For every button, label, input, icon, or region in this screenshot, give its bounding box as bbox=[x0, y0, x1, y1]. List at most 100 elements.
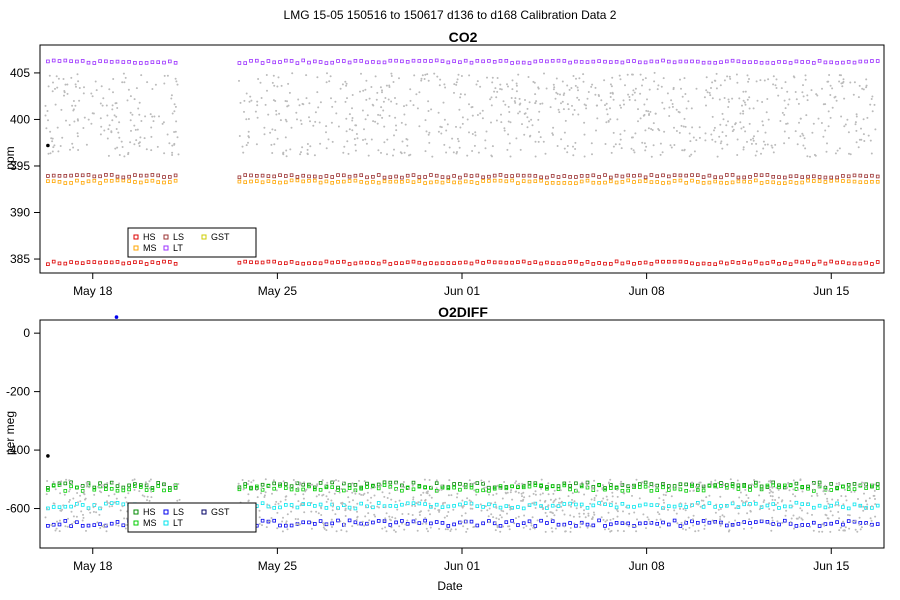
o2diff-point-ambient bbox=[275, 489, 278, 492]
co2-point-ls bbox=[504, 174, 509, 178]
co2-point-lt bbox=[504, 59, 509, 63]
o2diff-point-hs bbox=[347, 483, 352, 487]
o2diff-point-ambient bbox=[725, 504, 727, 507]
co2-point-ambient bbox=[286, 100, 288, 103]
o2diff-point-ambient bbox=[616, 515, 619, 518]
co2-point-ambient bbox=[406, 144, 409, 147]
co2-point-ambient bbox=[54, 103, 57, 106]
o2diff-point-ambient bbox=[385, 530, 388, 533]
o2diff-point-ms bbox=[550, 484, 555, 489]
o2diff-point-ambient bbox=[603, 502, 606, 505]
co2-point-hs bbox=[57, 261, 62, 266]
o2diff-point-ambient bbox=[696, 489, 699, 491]
o2diff-point-ms bbox=[852, 487, 857, 491]
co2-point-ls bbox=[272, 174, 276, 179]
o2diff-point-hs bbox=[759, 484, 764, 489]
o2diff-point-ambient bbox=[842, 503, 845, 506]
co2-point-lt bbox=[115, 59, 120, 64]
co2-point-ambient bbox=[746, 98, 749, 101]
o2diff-point-ls bbox=[556, 522, 561, 527]
co2-point-ambient bbox=[869, 103, 872, 106]
co2-point-ls bbox=[283, 174, 288, 178]
co2-y-tick-label: 390 bbox=[10, 206, 30, 220]
co2-point-ambient bbox=[821, 87, 823, 90]
co2-point-ambient bbox=[61, 136, 64, 139]
o2diff-point-ambient bbox=[740, 499, 743, 502]
o2diff-point-ambient bbox=[115, 497, 118, 500]
co2-point-ls bbox=[817, 175, 822, 179]
co2-point-ambient bbox=[386, 138, 389, 141]
o2diff-point-ls bbox=[539, 518, 543, 523]
o2diff-point-ms bbox=[150, 488, 155, 492]
o2diff-point-ls bbox=[655, 522, 659, 526]
co2-point-ambient bbox=[555, 91, 558, 94]
co2-point-ambient bbox=[239, 101, 242, 104]
o2diff-point-ms bbox=[504, 486, 509, 491]
co2-point-ambient bbox=[57, 77, 60, 80]
co2-point-ambient bbox=[683, 77, 686, 80]
co2-point-ms bbox=[730, 180, 735, 185]
o2diff-point-ms bbox=[806, 486, 810, 491]
o2diff-point-ambient bbox=[540, 487, 543, 490]
co2-point-ambient bbox=[106, 114, 109, 117]
co2-point-ambient bbox=[139, 136, 142, 139]
co2-point-ambient bbox=[816, 94, 819, 97]
co2-point-ambient bbox=[348, 113, 351, 116]
co2-point-ambient bbox=[107, 128, 110, 131]
co2-point-ambient bbox=[576, 86, 579, 89]
o2diff-point-ms bbox=[458, 487, 462, 492]
o2diff-point-ambient bbox=[768, 491, 771, 494]
co2-point-ambient bbox=[370, 86, 373, 88]
o2diff-point-ambient bbox=[665, 491, 668, 494]
co2-point-ambient bbox=[518, 110, 521, 113]
o2diff-point-ambient bbox=[70, 510, 73, 513]
co2-point-ambient bbox=[616, 118, 619, 121]
co2-point-ambient bbox=[594, 93, 597, 96]
o2diff-point-ambient bbox=[579, 483, 582, 486]
co2-point-ambient bbox=[377, 113, 380, 116]
o2diff-point-ambient bbox=[787, 481, 790, 484]
o2diff-point-ambient bbox=[360, 493, 363, 496]
co2-point-hs bbox=[638, 261, 642, 265]
co2-point-hs bbox=[144, 262, 149, 266]
o2diff-point-ambient bbox=[394, 530, 397, 533]
co2-point-ambient bbox=[689, 140, 692, 143]
co2-point-ambient bbox=[284, 100, 287, 102]
co2-point-ambient bbox=[746, 74, 749, 77]
co2-point-ambient bbox=[715, 87, 718, 90]
o2diff-point-ls bbox=[394, 520, 398, 525]
co2-point-ambient bbox=[838, 147, 841, 150]
o2diff-point-ms bbox=[452, 485, 456, 490]
o2diff-point-ambient bbox=[423, 478, 426, 481]
o2diff-point-hs bbox=[643, 480, 648, 485]
o2diff-point-ambient bbox=[498, 487, 501, 490]
o2diff-point-ambient bbox=[606, 498, 609, 501]
co2-point-ambient bbox=[248, 136, 250, 139]
o2diff-point-ambient bbox=[670, 495, 673, 498]
o2diff-point-ambient bbox=[462, 485, 465, 488]
o2diff-point-ambient bbox=[178, 498, 181, 501]
co2-point-ms bbox=[452, 180, 456, 185]
o2diff-point-hs bbox=[794, 481, 799, 486]
co2-point-lt bbox=[510, 61, 514, 65]
co2-point-ambient bbox=[99, 102, 102, 105]
o2diff-point-ambient bbox=[854, 528, 857, 531]
co2-point-hs bbox=[272, 259, 276, 264]
co2-point-lt bbox=[434, 58, 439, 63]
o2diff-point-ambient bbox=[533, 501, 536, 504]
o2diff-point-ambient bbox=[684, 509, 687, 512]
o2diff-point-ambient bbox=[81, 519, 84, 522]
co2-point-ambient bbox=[641, 141, 644, 144]
o2diff-point-hs bbox=[283, 482, 288, 486]
co2-point-lt bbox=[812, 61, 816, 65]
co2-point-ambient bbox=[325, 147, 328, 150]
co2-point-ambient bbox=[82, 92, 85, 95]
o2diff-point-ambient bbox=[529, 528, 532, 531]
co2-point-ls bbox=[498, 173, 503, 177]
o2diff-point-hs bbox=[684, 482, 688, 487]
o2diff-point-ambient bbox=[428, 502, 431, 505]
o2diff-point-ambient bbox=[100, 491, 103, 494]
o2diff-point-lt bbox=[487, 502, 491, 507]
co2-point-ambient bbox=[354, 143, 357, 146]
co2-point-hs bbox=[800, 260, 804, 265]
